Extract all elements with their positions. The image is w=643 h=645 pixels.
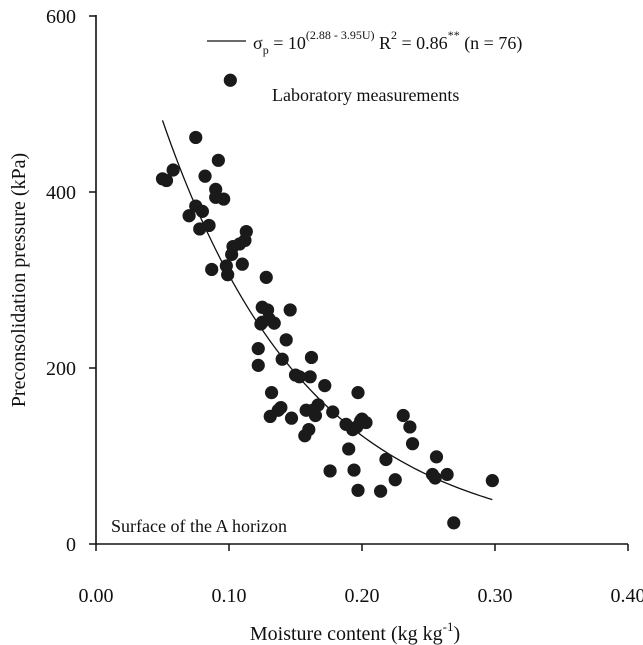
data-point: [189, 130, 203, 145]
data-point: [440, 467, 454, 482]
data-point: [235, 257, 249, 271]
data-point: [351, 483, 365, 497]
y-tick-label: 600: [46, 6, 76, 28]
data-point: [374, 484, 388, 498]
data-point: [359, 415, 373, 430]
data-point: [205, 262, 219, 277]
data-point: [388, 473, 402, 487]
legend-r2-exponent: 2: [391, 28, 397, 42]
data-point: [283, 303, 297, 317]
fit-curve: [161, 120, 493, 501]
data-point: [379, 452, 393, 467]
annotation-lab: Laboratory measurements: [272, 85, 459, 105]
data-point: [211, 153, 225, 167]
data-point: [326, 405, 340, 419]
data-point: [159, 173, 174, 188]
legend-exponent: (2.88 - 3.95U): [306, 28, 375, 42]
data-point: [267, 316, 281, 330]
x-axis-label-main: Moisture content (kg kg: [250, 623, 443, 645]
legend-r2-value: = 0.86: [397, 33, 448, 53]
y-axis-label: Preconsolidation pressure (kPa): [8, 153, 30, 407]
data-point: [318, 379, 332, 393]
data-point: [485, 474, 499, 488]
data-point: [202, 218, 216, 233]
data-point: [284, 411, 299, 425]
data-point: [223, 73, 237, 87]
data-point: [403, 420, 417, 434]
legend-equals-ten: = 10: [269, 33, 306, 53]
x-axis-label-superscript: -1: [443, 619, 454, 634]
data-point: [251, 342, 265, 356]
data-point: [405, 437, 420, 451]
data-point: [198, 169, 212, 183]
data-point: [311, 398, 325, 412]
data-point: [308, 408, 323, 423]
data-point: [428, 471, 442, 485]
x-ticks: 0.00 0.10 0.20 0.30 0.40: [79, 544, 643, 607]
y-tick-label: 0: [66, 534, 76, 556]
x-axis-label-end: ): [453, 623, 460, 645]
x-tick-label: 0.10: [212, 585, 247, 607]
data-point: [259, 270, 273, 284]
data-point: [264, 386, 279, 400]
x-tick-label: 0.40: [611, 585, 643, 607]
data-point: [195, 204, 209, 218]
legend-significance: **: [448, 28, 460, 42]
data-point: [351, 386, 365, 400]
data-point: [274, 401, 288, 415]
data-point: [239, 225, 253, 239]
annotation-surface: Surface of the A horizon: [111, 516, 287, 536]
data-point: [447, 516, 461, 530]
data-point: [221, 268, 235, 282]
data-points: [155, 73, 499, 530]
data-point: [303, 370, 317, 384]
y-tick-label: 200: [46, 358, 76, 380]
data-point: [347, 463, 361, 477]
data-point: [342, 442, 356, 456]
data-point: [396, 408, 410, 423]
x-tick-label: 0.30: [478, 585, 513, 607]
legend-sigma-subscript: p: [263, 43, 269, 57]
data-point: [275, 352, 289, 366]
data-point: [429, 450, 444, 464]
y-tick-label: 400: [46, 182, 76, 204]
x-axis-label: Moisture content (kg kg-1): [250, 619, 460, 645]
legend-sigma: σ: [253, 33, 263, 53]
legend-equation: σp = 10(2.88 - 3.95U) R2 = 0.86** (n = 7…: [253, 28, 522, 57]
data-point: [279, 333, 293, 347]
data-point: [304, 350, 319, 365]
data-point: [166, 163, 180, 177]
y-ticks: 0 200 400 600: [46, 6, 96, 556]
data-point: [292, 370, 307, 384]
x-tick-label: 0.00: [79, 585, 114, 607]
data-point: [302, 423, 316, 437]
data-point: [323, 464, 337, 478]
data-point: [217, 192, 231, 206]
legend: σp = 10(2.88 - 3.95U) R2 = 0.86** (n = 7…: [207, 28, 522, 57]
data-point: [182, 209, 196, 223]
legend-r2-label: R: [375, 33, 392, 53]
x-tick-label: 0.20: [345, 585, 380, 607]
data-point: [251, 358, 265, 372]
legend-n: (n = 76): [460, 33, 523, 54]
